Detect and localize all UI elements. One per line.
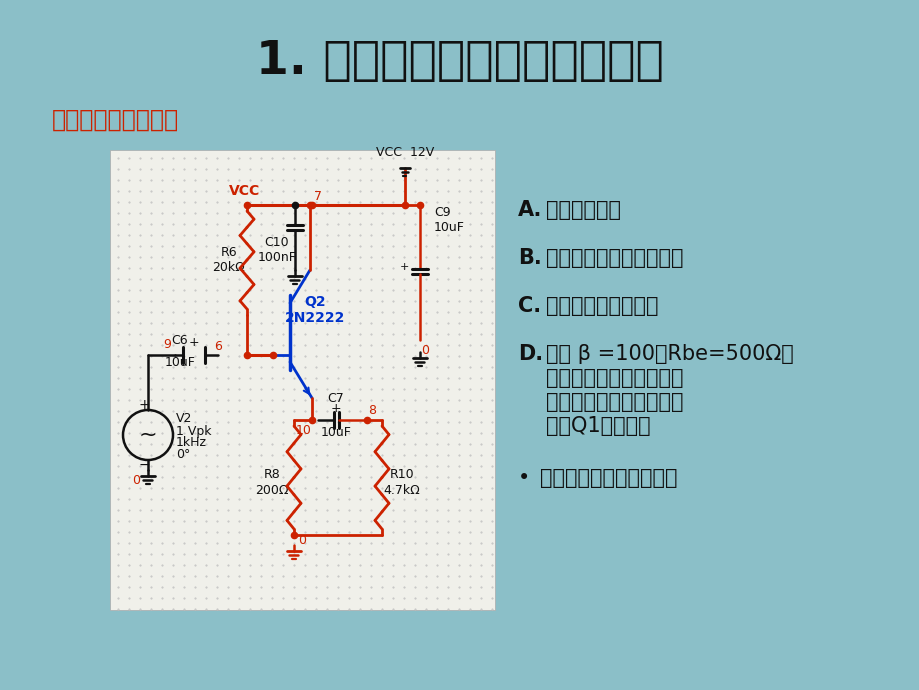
Text: R10
4.7kΩ: R10 4.7kΩ	[383, 469, 420, 497]
Text: A.: A.	[517, 200, 542, 220]
Text: 电路工作原理: 电路工作原理	[545, 200, 620, 220]
Text: 数和Q1的功耗。: 数和Q1的功耗。	[545, 416, 650, 436]
Text: 1kHz: 1kHz	[176, 437, 207, 449]
Text: V2: V2	[176, 413, 192, 426]
Text: Q2
2N2222: Q2 2N2222	[285, 295, 345, 325]
Text: 0°: 0°	[176, 448, 190, 462]
Text: 10uF: 10uF	[165, 357, 195, 370]
Text: 7: 7	[313, 190, 322, 204]
Text: +: +	[330, 402, 341, 415]
Text: D.: D.	[517, 344, 542, 364]
Text: C9
10uF: C9 10uF	[434, 206, 464, 234]
Text: 10uF: 10uF	[320, 426, 351, 439]
Text: R6
20kΩ: R6 20kΩ	[212, 246, 245, 274]
Text: •: •	[517, 468, 529, 488]
Text: 如按 β =100、Rbe=500Ω，: 如按 β =100、Rbe=500Ω，	[545, 344, 793, 364]
Text: R8
200Ω: R8 200Ω	[255, 469, 289, 497]
Text: 共集放大器特点及应用。: 共集放大器特点及应用。	[539, 468, 676, 488]
Text: ~: ~	[139, 425, 157, 445]
Text: +: +	[188, 337, 199, 350]
Text: VCC: VCC	[229, 184, 260, 198]
Bar	[110, 150, 494, 610]
Text: 入输出阻抗、交流放大倍: 入输出阻抗、交流放大倍	[545, 392, 683, 412]
Text: −: −	[138, 458, 150, 472]
Text: 10: 10	[296, 424, 312, 437]
Text: VCC  12V: VCC 12V	[376, 146, 434, 159]
Text: C7: C7	[327, 391, 344, 404]
Text: 0: 0	[421, 344, 428, 357]
Text: 原理电路与应用电路差异: 原理电路与应用电路差异	[545, 248, 683, 268]
Text: 直流特性、交流特性: 直流特性、交流特性	[545, 296, 658, 316]
Text: 计算电路直流工作点、输: 计算电路直流工作点、输	[545, 368, 683, 388]
Text: 1. 三极管共发、共集放大电路: 1. 三极管共发、共集放大电路	[255, 39, 664, 84]
Text: +: +	[399, 262, 409, 273]
Text: 9: 9	[163, 339, 171, 351]
Text: 三极管共集放大电路: 三极管共集放大电路	[52, 108, 179, 132]
Text: 6: 6	[214, 340, 221, 353]
Text: C.: C.	[517, 296, 540, 316]
Text: C6: C6	[172, 335, 188, 348]
Text: 0: 0	[131, 473, 140, 486]
Text: 0: 0	[298, 533, 306, 546]
Text: 8: 8	[368, 404, 376, 417]
Text: 1 Vpk: 1 Vpk	[176, 424, 211, 437]
Text: +: +	[138, 398, 150, 412]
Text: B.: B.	[517, 248, 541, 268]
Text: C10
100nF: C10 100nF	[257, 236, 296, 264]
